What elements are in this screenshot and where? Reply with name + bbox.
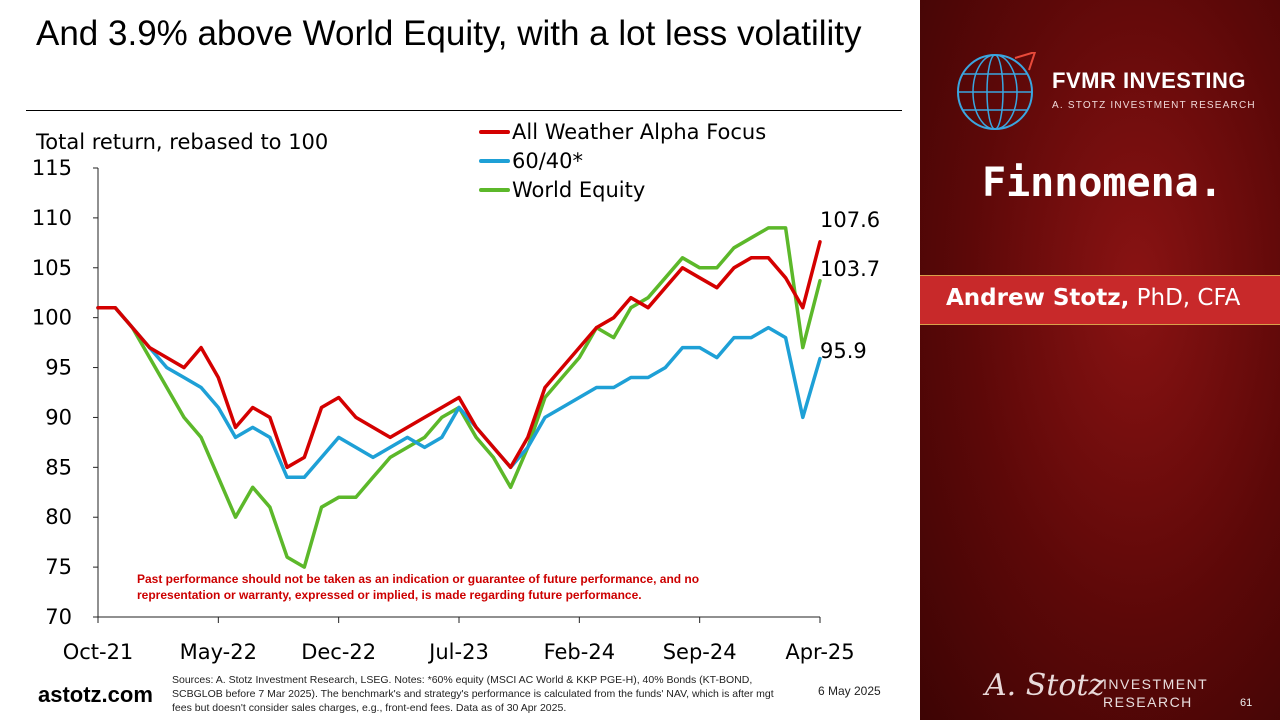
footer-logo-text: INVESTMENT RESEARCH <box>1103 675 1208 711</box>
slide-date: 6 May 2025 <box>818 684 881 698</box>
legend-label: World Equity <box>512 178 645 202</box>
y-tick-label: 80 <box>45 505 72 529</box>
y-tick-label: 85 <box>45 455 72 479</box>
x-tick-label: Oct-21 <box>63 640 134 664</box>
x-tick-label: May-22 <box>180 640 257 664</box>
x-tick-label: Dec-22 <box>301 640 376 664</box>
presenter-name-line: Andrew Stotz, PhD, CFA <box>946 285 1240 311</box>
end-value-label: 107.6 <box>820 208 880 232</box>
title-divider <box>26 110 902 111</box>
footer-logo-line2: RESEARCH <box>1103 694 1193 710</box>
footer-logo-line1: INVESTMENT <box>1103 676 1209 692</box>
y-axis-label: Total return, rebased to 100 <box>35 130 328 154</box>
line-chart: 70 75 80 85 90 95 100 105 110 115 Oct-21 May-22 Dec… <box>32 120 880 664</box>
page-number: 61 <box>1240 697 1253 709</box>
end-value-label: 103.7 <box>820 257 880 281</box>
x-tick-label: Jul-23 <box>427 640 489 664</box>
y-axis: 70 75 80 85 90 95 100 105 110 115 <box>32 156 99 629</box>
signature-logo: A. Stotz <box>985 668 1105 703</box>
finnomena-logo: Finnomena. <box>982 160 1223 206</box>
fvmr-brand-subtitle: A. STOTZ INVESTMENT RESEARCH <box>1052 100 1256 111</box>
end-labels: 107.6 103.7 95.9 <box>820 208 880 363</box>
fvmr-brand-name: FVMR INVESTING <box>1052 68 1247 93</box>
y-tick-label: 115 <box>32 156 72 180</box>
legend-label: 60/40* <box>512 149 583 173</box>
y-tick-label: 100 <box>32 306 72 330</box>
globe-icon <box>957 52 1037 130</box>
end-value-label: 95.9 <box>820 339 867 363</box>
slide-title: And 3.9% above World Equity, with a lot … <box>36 14 862 53</box>
presenter-credentials: PhD, CFA <box>1129 285 1241 311</box>
website-link[interactable]: astotz.com <box>38 682 153 707</box>
y-tick-label: 95 <box>45 356 72 380</box>
presenter-band: Andrew Stotz, PhD, CFA <box>920 275 1280 325</box>
legend-label: All Weather Alpha Focus <box>512 120 766 144</box>
chart-legend: All Weather Alpha Focus 60/40* World Equit… <box>479 120 766 202</box>
x-tick-label: Feb-24 <box>544 640 615 664</box>
x-axis: Oct-21 May-22 Dec-22 Jul-23 Feb-24 Sep-24 Apr-… <box>63 616 855 664</box>
y-tick-label: 70 <box>45 605 72 629</box>
y-tick-label: 105 <box>32 256 72 280</box>
y-tick-label: 110 <box>32 206 72 230</box>
series-lines <box>96 226 822 569</box>
series-line <box>96 240 822 470</box>
y-tick-label: 90 <box>45 405 72 429</box>
disclaimer: Past performance should not be taken as … <box>137 572 700 602</box>
x-tick-label: Sep-24 <box>663 640 737 664</box>
presenter-name: Andrew Stotz, <box>946 285 1130 311</box>
x-tick-label: Apr-25 <box>785 640 854 664</box>
series-line <box>96 305 822 480</box>
y-tick-label: 75 <box>45 555 72 579</box>
sources-note: Sources: A. Stotz Investment Research, L… <box>172 674 774 714</box>
